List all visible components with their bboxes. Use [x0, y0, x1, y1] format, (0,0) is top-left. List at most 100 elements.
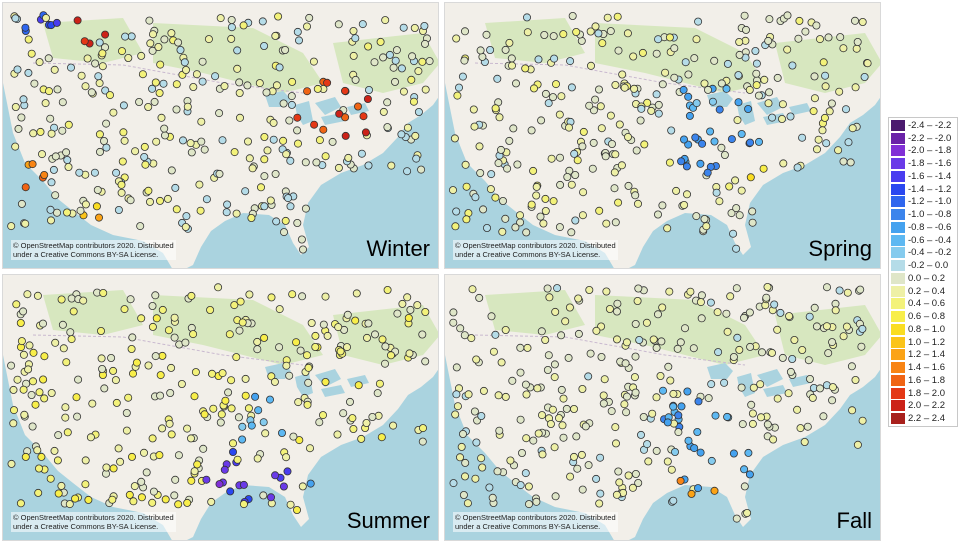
station-marker [477, 411, 486, 420]
station-marker [120, 305, 129, 314]
forest-area [153, 23, 323, 93]
station-marker [729, 353, 738, 362]
station-marker [499, 196, 508, 205]
station-marker [16, 319, 25, 328]
station-marker [803, 422, 812, 431]
station-marker [359, 112, 368, 121]
station-marker [744, 105, 753, 114]
station-marker [40, 352, 49, 361]
station-marker [334, 323, 343, 332]
station-marker [216, 418, 225, 427]
station-marker [51, 338, 60, 347]
station-marker [21, 219, 30, 228]
station-marker [828, 338, 837, 347]
station-marker [197, 137, 206, 146]
season-label: Summer [346, 508, 430, 533]
station-marker [475, 142, 484, 151]
station-marker [696, 448, 705, 457]
station-marker [578, 385, 587, 394]
station-marker [516, 211, 525, 220]
station-marker [610, 168, 619, 177]
station-marker [731, 176, 740, 185]
station-marker [190, 392, 199, 401]
station-marker [763, 420, 772, 429]
station-marker [622, 338, 631, 347]
station-marker [234, 413, 243, 422]
station-marker [643, 98, 652, 107]
station-marker [81, 200, 90, 209]
station-marker [298, 482, 307, 491]
station-marker [156, 391, 165, 400]
station-marker [239, 500, 248, 509]
station-marker [311, 331, 320, 340]
station-marker [821, 82, 830, 91]
station-marker [283, 467, 292, 476]
station-marker [804, 356, 813, 365]
station-marker [74, 375, 83, 384]
station-marker [196, 206, 205, 215]
station-marker [137, 477, 146, 486]
station-marker [86, 433, 95, 442]
station-marker [97, 354, 106, 363]
station-marker [555, 414, 564, 423]
station-marker [37, 452, 46, 461]
station-marker [19, 385, 28, 394]
station-marker [623, 132, 632, 141]
station-marker [858, 324, 867, 333]
station-marker [19, 95, 28, 104]
station-marker [148, 30, 157, 39]
station-marker [24, 35, 33, 44]
station-marker [460, 27, 469, 36]
station-marker [275, 305, 284, 314]
station-marker [39, 375, 48, 384]
map-panel-summer[interactable]: © OpenStreetMap contributors 2020. Distr… [2, 274, 439, 541]
station-marker [532, 497, 541, 506]
station-marker [617, 161, 626, 170]
map-panel-winter[interactable]: © OpenStreetMap contributors 2020. Distr… [2, 2, 439, 269]
station-marker [631, 320, 640, 329]
station-marker [633, 296, 642, 305]
station-marker [16, 499, 25, 508]
station-marker [407, 75, 416, 84]
station-marker [508, 376, 517, 385]
station-marker [589, 138, 598, 147]
station-marker [743, 508, 752, 517]
station-marker [586, 61, 595, 70]
station-marker [814, 135, 823, 144]
station-marker [271, 31, 280, 40]
legend-label: 1.6 – 1.8 [908, 374, 945, 386]
station-marker [256, 183, 265, 192]
station-marker [19, 350, 28, 359]
station-marker [38, 150, 47, 159]
station-marker [260, 132, 269, 141]
station-marker [109, 366, 118, 375]
station-marker [393, 309, 402, 318]
station-marker [220, 465, 229, 474]
station-marker [262, 88, 271, 97]
legend-row: 1.4 – 1.6 [891, 361, 955, 374]
station-marker [812, 21, 821, 30]
station-marker [31, 400, 40, 409]
map-panel-spring[interactable]: © OpenStreetMap contributors 2020. Distr… [444, 2, 881, 269]
station-marker [455, 453, 464, 462]
station-marker [682, 190, 691, 199]
station-marker [476, 46, 485, 55]
station-marker [632, 146, 641, 155]
station-marker [521, 64, 530, 73]
station-marker [187, 476, 196, 485]
station-marker [186, 434, 195, 443]
station-marker [66, 328, 75, 337]
station-marker [323, 331, 332, 340]
station-marker [573, 156, 582, 165]
station-marker [309, 57, 318, 66]
station-marker [59, 344, 68, 353]
legend-swatch [891, 183, 905, 195]
station-marker [312, 158, 321, 167]
station-marker [464, 390, 473, 399]
map-panel-fall[interactable]: © OpenStreetMap contributors 2020. Distr… [444, 274, 881, 541]
station-marker [451, 222, 460, 231]
station-marker [588, 164, 597, 173]
station-marker [584, 372, 593, 381]
station-marker [174, 500, 183, 509]
station-marker [95, 79, 104, 88]
